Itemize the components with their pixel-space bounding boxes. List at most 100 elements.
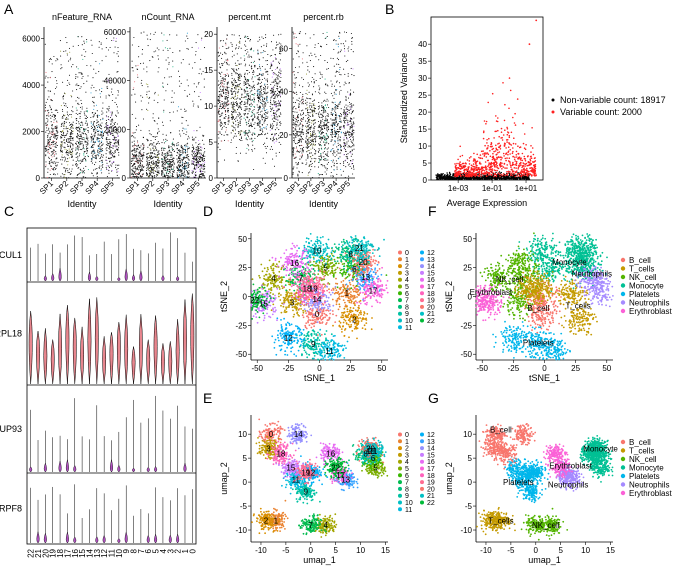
jitter-point (182, 163, 184, 165)
jitter-point (191, 155, 193, 157)
jitter-point (326, 104, 329, 106)
jitter-point (299, 101, 301, 103)
jitter-point (135, 175, 137, 178)
jitter-point (225, 53, 227, 55)
jitter-point (256, 90, 258, 92)
jitter-point (312, 120, 314, 122)
jitter-point (327, 67, 329, 70)
jitter-point (336, 131, 339, 133)
jitter-point (151, 165, 153, 167)
jitter-point (59, 130, 62, 133)
jitter-point (311, 135, 313, 137)
jitter-point (188, 173, 190, 175)
jitter-point (63, 146, 65, 148)
jitter-point (181, 164, 184, 166)
jitter-point (227, 118, 229, 120)
jitter-point (110, 164, 112, 166)
jitter-point (313, 34, 315, 36)
jitter-point (231, 113, 233, 115)
jitter-point (331, 114, 334, 117)
jitter-point (147, 139, 149, 141)
jitter-point (53, 143, 55, 145)
jitter-point (323, 159, 325, 161)
jitter-point (264, 92, 266, 95)
jitter-point (264, 87, 266, 89)
jitter-point (68, 47, 71, 49)
jitter-point (235, 98, 237, 100)
jitter-point (76, 126, 78, 128)
jitter-point (156, 135, 158, 138)
jitter-point (116, 123, 118, 125)
jitter-point (327, 159, 329, 161)
jitter-point (312, 104, 315, 106)
jitter-point (265, 34, 267, 36)
jitter-point (293, 33, 295, 35)
jitter-point (46, 150, 48, 152)
jitter-point (132, 170, 134, 172)
jitter-point (49, 163, 51, 165)
y-tick-label: 0 (284, 174, 289, 183)
jitter-point (269, 89, 271, 92)
jitter-point (117, 141, 119, 143)
jitter-point (60, 147, 62, 149)
jitter-point (240, 118, 242, 120)
jitter-point (55, 151, 57, 153)
jitter-point (322, 32, 324, 35)
jitter-point (257, 110, 259, 112)
jitter-point (56, 157, 58, 159)
jitter-point (156, 47, 158, 49)
jitter-point (195, 42, 197, 44)
jitter-point (257, 74, 259, 77)
jitter-point (155, 50, 157, 52)
jitter-point (72, 133, 74, 135)
jitter-point (244, 119, 247, 121)
jitter-point (72, 127, 74, 129)
jitter-point (277, 100, 280, 102)
jitter-point (246, 69, 248, 72)
jitter-point (247, 95, 249, 98)
jitter-point (69, 113, 71, 116)
jitter-point (252, 93, 254, 95)
jitter-point (318, 125, 320, 127)
jitter-point (277, 119, 279, 121)
jitter-point (312, 141, 314, 143)
jitter-point (273, 91, 275, 93)
jitter-point (274, 95, 276, 97)
jitter-point (191, 146, 193, 148)
jitter-point (186, 176, 188, 178)
jitter-point (226, 86, 228, 88)
jitter-point (257, 116, 259, 118)
jitter-point (107, 118, 109, 120)
jitter-point (336, 88, 338, 91)
jitter-point (332, 133, 334, 136)
jitter-point (334, 110, 336, 112)
jitter-point (50, 109, 52, 111)
jitter-point (158, 170, 160, 172)
jitter-point (90, 136, 92, 138)
jitter-point (139, 162, 142, 164)
jitter-point (163, 165, 165, 167)
jitter-point (64, 93, 66, 95)
jitter-point (168, 149, 170, 152)
jitter-point (100, 170, 102, 172)
plot-title: percent.rb (303, 12, 344, 22)
jitter-point (87, 169, 89, 171)
jitter-point (165, 172, 167, 174)
jitter-point (80, 159, 82, 161)
jitter-point (231, 116, 233, 118)
jitter-point (153, 136, 155, 138)
jitter-point (105, 115, 107, 117)
jitter-point (137, 68, 139, 71)
jitter-point (192, 105, 194, 107)
jitter-point (179, 160, 181, 162)
jitter-point (238, 46, 240, 48)
jitter-point (96, 121, 99, 123)
jitter-point (86, 116, 89, 119)
jitter-point (295, 121, 297, 123)
jitter-point (151, 152, 153, 154)
jitter-point (139, 150, 141, 152)
jitter-point (61, 151, 64, 153)
jitter-point (265, 133, 267, 135)
jitter-point (77, 146, 79, 148)
jitter-point (105, 166, 107, 168)
